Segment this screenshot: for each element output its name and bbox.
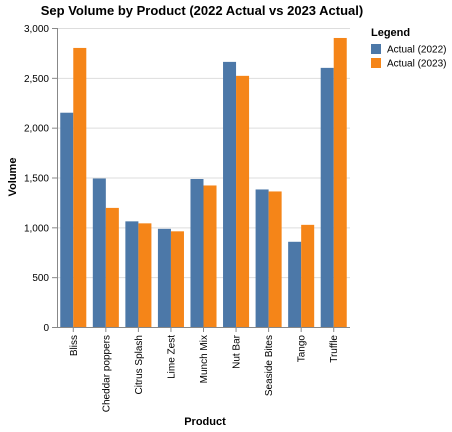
x-tick-label: Munch Mix <box>199 335 210 383</box>
bar-munch-mix-series-2 <box>203 185 217 327</box>
x-tick-label: Bliss <box>69 335 80 356</box>
legend: Legend Actual (2022) Actual (2023) <box>371 27 446 70</box>
bar-tango-series-2 <box>301 224 315 327</box>
bar-cheddar-poppers-series-1 <box>92 178 106 327</box>
bar-truffle-series-2 <box>333 37 347 327</box>
bar-tango-series-1 <box>288 241 302 327</box>
bar-seaside-bites-series-2 <box>268 191 282 327</box>
bars <box>60 37 347 328</box>
bar-bliss-series-1 <box>60 112 74 327</box>
bar-lime-zest-series-2 <box>170 231 184 327</box>
axes: 0 500 1,000 1,500 2,000 2,500 3,000 Bliss Chedda… <box>24 24 350 412</box>
x-axis-title: Product <box>184 416 226 428</box>
bar-lime-zest-series-1 <box>157 228 171 327</box>
x-tick-label: Seaside Bites <box>264 335 275 396</box>
legend-title: Legend <box>371 27 410 39</box>
y-tick-label: 1,000 <box>24 223 49 234</box>
y-tick-label: 2,000 <box>24 124 49 135</box>
x-tick-label: Tango <box>297 335 308 363</box>
legend-swatch <box>371 58 381 68</box>
bar-cheddar-poppers-series-2 <box>105 207 119 327</box>
chart-title: Sep Volume by Product (2022 Actual vs 20… <box>41 3 363 18</box>
y-tick-label: 500 <box>32 273 49 284</box>
bar-bliss-series-2 <box>73 47 87 327</box>
legend-label: Actual (2023) <box>387 59 446 70</box>
bar-truffle-series-1 <box>320 67 334 327</box>
y-tick-label: 3,000 <box>24 24 49 35</box>
x-tick-label: Truffle <box>329 335 340 363</box>
bar-citrus-splash-series-2 <box>138 223 152 327</box>
y-tick-label: 0 <box>43 323 49 334</box>
x-tick-label: Lime Zest <box>166 335 177 379</box>
x-tick-label: Cheddar poppers <box>101 335 112 412</box>
bar-munch-mix-series-1 <box>190 178 204 327</box>
legend-swatch <box>371 44 381 54</box>
y-tick-label: 1,500 <box>24 174 49 185</box>
y-axis-title: Volume <box>7 158 19 197</box>
bar-nut-bar-series-2 <box>236 75 250 327</box>
legend-label: Actual (2022) <box>387 45 446 56</box>
x-tick-label: Nut Bar <box>232 334 243 369</box>
y-tick-label: 2,500 <box>24 74 49 85</box>
bar-seaside-bites-series-1 <box>255 189 269 327</box>
x-tick-label: Citrus Splash <box>134 335 145 394</box>
bar-citrus-splash-series-1 <box>125 221 139 327</box>
bar-nut-bar-series-1 <box>223 61 237 328</box>
